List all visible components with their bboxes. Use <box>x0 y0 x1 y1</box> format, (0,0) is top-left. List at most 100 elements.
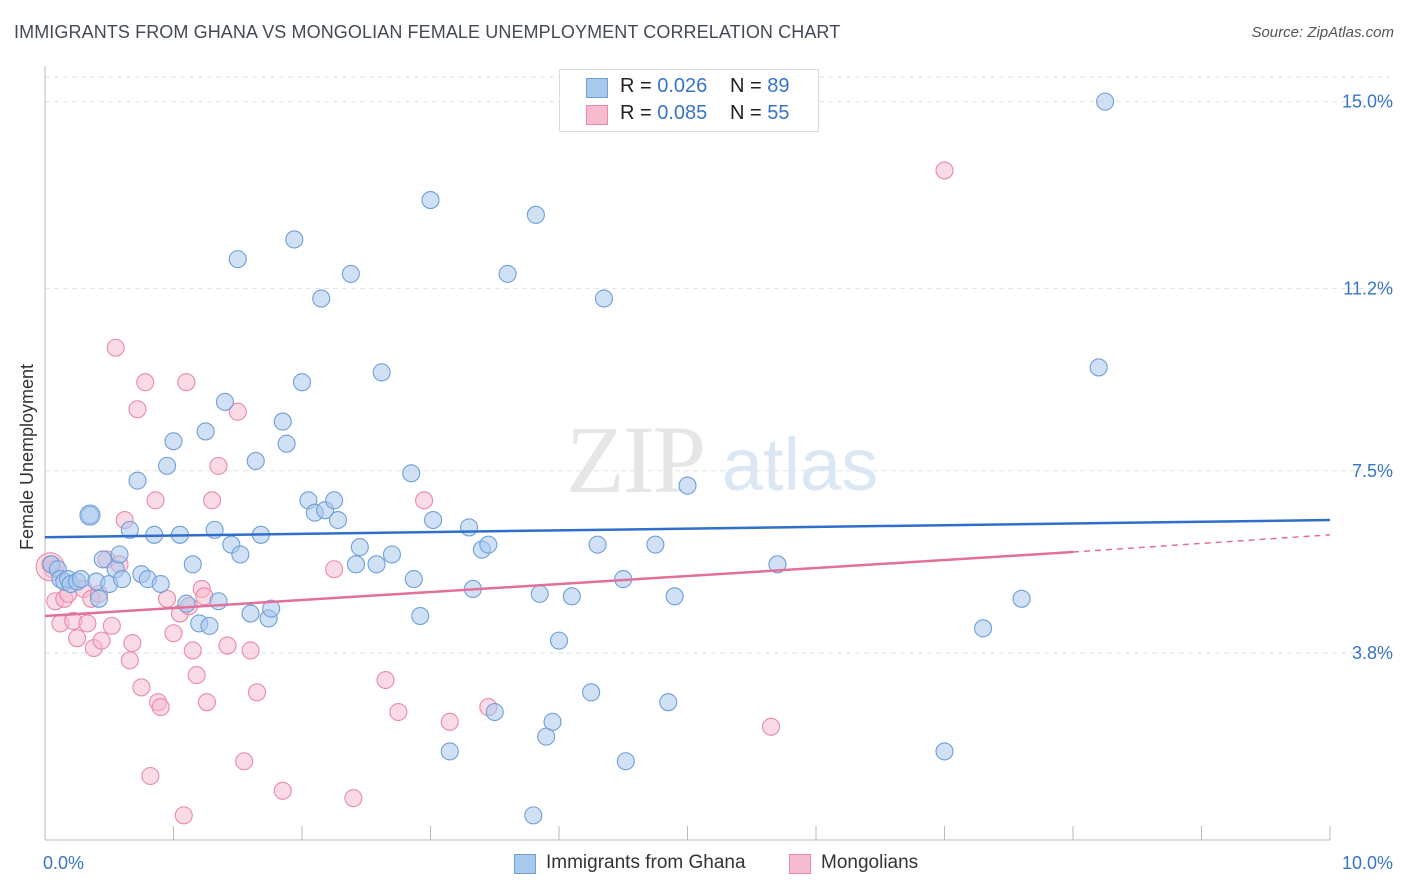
ghana-points <box>42 92 1115 825</box>
ghana-point <box>382 545 402 564</box>
y-tick-label: 7.5% <box>1352 461 1393 481</box>
ghana-point <box>346 555 366 574</box>
ghana-point <box>89 589 109 608</box>
ghana-point <box>277 434 296 453</box>
bottom-legend-swatch-ghana <box>514 854 536 874</box>
ghana-point <box>196 422 215 441</box>
ghana-point <box>341 264 360 283</box>
bottom-legend-label-ghana: Immigrants from Ghana <box>546 852 746 873</box>
ghana-point <box>524 806 543 825</box>
mongolians-point <box>273 781 292 800</box>
ghana-point <box>273 412 292 431</box>
mongolians-point <box>164 624 183 643</box>
mongolians-point <box>325 560 344 579</box>
ghana-point <box>1012 589 1031 608</box>
ghana-point <box>93 550 112 569</box>
watermark: ZIP atlas <box>566 406 878 513</box>
ghana-point <box>678 476 697 495</box>
mongolians-point <box>151 698 170 717</box>
ghana-point <box>350 538 369 557</box>
legend-n-value-mongolians: 55 <box>767 102 790 124</box>
ghana-point <box>973 619 993 638</box>
ghana-point <box>128 471 147 490</box>
mongolians-point <box>235 752 254 771</box>
legend-r-value-mongolians: 0.085 <box>657 102 708 124</box>
mongolians-point <box>68 629 87 648</box>
ghana-point <box>459 518 479 537</box>
ghana-point <box>582 683 601 702</box>
legend-r-value-ghana: 0.026 <box>657 75 708 97</box>
mongolians-point <box>146 491 165 510</box>
ghana-point <box>285 230 304 249</box>
ghana-point <box>498 264 517 283</box>
y-tick-label: 3.8% <box>1352 643 1393 663</box>
ghana-point-large <box>79 504 101 526</box>
mongolians-point <box>78 614 97 633</box>
ghana-point <box>485 702 504 722</box>
y-tick-label: 11.2% <box>1343 279 1393 299</box>
ghana-point <box>1089 358 1108 377</box>
watermark-zip: ZIP <box>566 406 704 513</box>
mongolians-point <box>203 491 222 510</box>
mongolians-point <box>209 456 228 475</box>
axes <box>44 66 1331 841</box>
legend-n-value-ghana: 89 <box>767 75 790 97</box>
y-tick-label: 15.0% <box>1342 92 1393 112</box>
mongolians-point <box>218 636 237 655</box>
ghana-point <box>404 570 423 589</box>
legend-swatch-ghana <box>586 78 608 98</box>
ghana-point <box>177 594 196 613</box>
ghana-point <box>424 510 443 530</box>
ghana-point <box>543 712 562 731</box>
mongolians-point <box>106 338 125 357</box>
mongolians-point <box>123 634 142 653</box>
mongolians-point <box>141 766 160 786</box>
mongolians-point <box>197 693 216 712</box>
ghana-point <box>241 604 260 623</box>
ghana-point <box>768 555 787 574</box>
x-tick-label: 0.0% <box>43 853 84 873</box>
y-axis-label: Female Unemployment <box>17 364 37 550</box>
ghana-point <box>367 555 386 574</box>
ghana-point <box>246 451 265 471</box>
mongolians-point <box>389 702 408 722</box>
ghana-point <box>120 520 139 539</box>
mongolians-point <box>761 717 781 736</box>
mongolians-point <box>241 641 260 660</box>
mongolians-point <box>177 373 196 392</box>
ghana-trend-line <box>44 518 1331 539</box>
mongolians-point <box>935 161 954 180</box>
ghana-point <box>110 545 129 564</box>
correlation-legend: R = 0.026 N = 89 R = 0.085 N = 55 <box>559 69 819 132</box>
legend-swatch-mongolians <box>586 105 608 125</box>
ghana-point <box>164 432 183 451</box>
ghana-point <box>183 555 202 574</box>
ghana-point <box>1096 92 1115 111</box>
mongolians-point <box>128 400 147 419</box>
ghana-point <box>646 535 665 554</box>
mongolians-point <box>174 806 193 825</box>
source-label: Source: ZipAtlas.com <box>1251 24 1394 41</box>
mongolians-point <box>376 670 395 690</box>
mongolians-trend-extension <box>1072 534 1331 553</box>
ghana-point <box>421 191 440 210</box>
chart-title: IMMIGRANTS FROM GHANA VS MONGOLIAN FEMAL… <box>14 22 841 42</box>
ghana-point <box>71 570 91 589</box>
ghana-point <box>665 587 684 606</box>
mongolians-point <box>228 402 247 421</box>
mongolians-point <box>136 373 155 392</box>
mongolians-point <box>132 678 151 697</box>
ghana-point <box>292 373 312 392</box>
ghana-point <box>231 545 250 564</box>
ghana-point <box>113 570 132 589</box>
legend-n-label: N = <box>730 102 768 124</box>
ghana-point <box>479 535 498 554</box>
trend-lines <box>44 518 1331 618</box>
ghana-point <box>328 510 348 530</box>
mongolians-point <box>92 631 111 650</box>
ghana-point <box>312 289 331 308</box>
tick-labels: 3.8% 7.5% 11.2% 15.0% 0.0% 10.0% <box>43 92 1393 873</box>
ghana-point <box>151 574 170 594</box>
bottom-legend-label-mongolians: Mongolians <box>821 852 919 873</box>
